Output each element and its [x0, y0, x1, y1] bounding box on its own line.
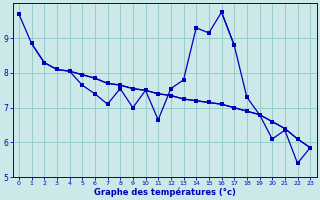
X-axis label: Graphe des températures (°c): Graphe des températures (°c): [93, 187, 236, 197]
